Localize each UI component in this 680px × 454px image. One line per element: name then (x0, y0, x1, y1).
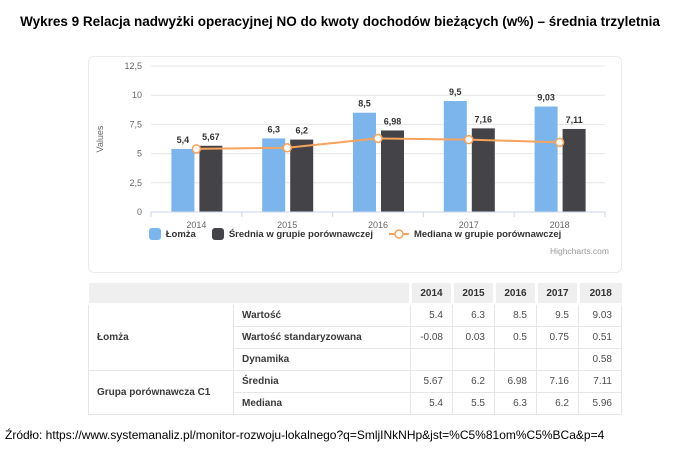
y-axis-title: Values (95, 125, 105, 152)
median-marker-2017[interactable] (464, 134, 474, 145)
y-tick-label: 0 (137, 207, 142, 217)
chart-panel: 5,4 6,3 8,5 9,5 9,03 5,67 6,2 6,98 7,16 7,11 0 2,5 5… (88, 56, 622, 273)
value-cell: 5.67 (410, 369, 453, 393)
row-label-cell: Średnia (233, 369, 411, 393)
chart-legend: Łomża Średnia w grupie porównawczej Medi… (89, 228, 621, 240)
value-cell: 7.11 (578, 369, 622, 393)
header-year: 2016 (493, 283, 537, 305)
table-row: Dynamika 0.58 (89, 347, 622, 371)
header-year: 2017 (535, 283, 579, 305)
data-label: 7,16 (475, 114, 493, 124)
bar-srednia-2017[interactable] (471, 128, 495, 212)
header-year: 2014 (409, 283, 453, 305)
table-header-row: 2014 2015 2016 2017 2018 (88, 283, 622, 305)
legend-item-srednia[interactable]: Średnia w grupie porównawczej (211, 228, 373, 240)
data-label: 6,3 (267, 124, 280, 134)
median-marker-2014[interactable] (191, 144, 202, 154)
value-cell: 8.5 (494, 303, 537, 327)
value-cell: 5.96 (578, 391, 622, 415)
combo-chart: 5,4 6,3 8,5 9,5 9,03 5,67 6,2 6,98 7,16 7,11 0 2,5 5… (95, 61, 606, 230)
data-label: 9,5 (449, 87, 462, 97)
y-tick-label: 12,5 (124, 61, 142, 71)
median-marker-2016[interactable] (373, 133, 383, 144)
y-tick-label: 7,5 (129, 119, 142, 129)
row-label-cell: Wartość standaryzowana (233, 325, 411, 349)
value-cell (536, 347, 579, 371)
legend-item-lomza[interactable]: Łomża (148, 228, 196, 240)
value-cell: 5.4 (410, 303, 453, 327)
row-label-cell: Dynamika (233, 347, 411, 371)
chart-title: Wykres 9 Relacja nadwyżki operacyjnej NO… (20, 14, 660, 29)
source-line: Źródło: https://www.systemanaliz.pl/moni… (5, 428, 605, 442)
data-label: 6,98 (384, 116, 402, 126)
table-row: Wartość standaryzowana -0.08 0.03 0.5 0.… (89, 325, 622, 349)
value-cell (410, 347, 453, 371)
value-cell: 0.75 (536, 325, 579, 349)
bar-lomza-2017[interactable] (443, 101, 467, 212)
bar-srednia-2014[interactable] (199, 145, 223, 212)
x-category-label: 2018 (550, 220, 570, 230)
value-cell: 6.2 (536, 391, 579, 415)
group-name-cell: Łomża (88, 303, 234, 371)
value-cell: 0.58 (578, 347, 622, 371)
table-row: Grupa porównawcza C1 Średnia 5.67 6.2 6.… (88, 369, 622, 415)
value-cell: 6.98 (494, 369, 537, 393)
legend-label: Mediana w grupie porównawczej (413, 228, 562, 240)
header-year: 2018 (577, 283, 622, 305)
value-cell: 0.51 (578, 325, 622, 349)
table-row: Mediana 5.4 5.5 6.3 6.2 5.96 (89, 391, 622, 415)
value-cell: 9.03 (578, 303, 622, 327)
value-cell: 0.03 (452, 325, 495, 349)
table-row: Łomża Wartość 5.4 6.3 8.5 9.5 9.03 (88, 303, 622, 371)
data-label: 5,67 (202, 132, 220, 142)
bar-lomza-2016[interactable] (353, 112, 376, 212)
row-label-cell: Wartość (233, 303, 411, 327)
legend-label: Łomża (165, 228, 196, 240)
bar-lomza-2015[interactable] (262, 138, 286, 212)
data-label: 7,11 (566, 115, 583, 125)
header-spacer-cell (88, 283, 411, 305)
legend-label: Średnia w grupie porównawczej (228, 228, 373, 240)
bar-lomza-2018[interactable] (534, 106, 558, 212)
x-category-label: 2014 (186, 220, 206, 230)
row-label-cell: Mediana (233, 391, 411, 415)
value-cell: 6.3 (452, 303, 495, 327)
data-label: 9,03 (537, 93, 555, 103)
header-year: 2015 (451, 283, 495, 305)
x-category-label: 2016 (368, 220, 388, 230)
bar-srednia-2015[interactable] (290, 139, 314, 212)
x-category-label: 2015 (277, 220, 297, 230)
highcharts-credits-link[interactable]: Highcharts.com (549, 246, 609, 256)
median-marker-2018[interactable] (554, 137, 565, 148)
bar-swatch-icon (148, 228, 161, 240)
value-cell: 5.5 (452, 391, 495, 415)
x-category-label: 2017 (459, 220, 479, 230)
median-marker-2015[interactable] (282, 143, 292, 153)
data-label: 5,4 (177, 135, 190, 145)
value-cell: 6.3 (494, 391, 537, 415)
y-tick-label: 10 (132, 90, 142, 100)
bar-swatch-icon (211, 228, 224, 240)
value-cell: -0.08 (410, 325, 453, 349)
bar-lomza-2014[interactable] (171, 148, 195, 212)
bar-srednia-2018[interactable] (562, 128, 586, 212)
value-cell: 0.5 (494, 325, 537, 349)
data-label: 6,2 (295, 126, 308, 136)
y-tick-label: 5 (137, 149, 142, 159)
value-cell (452, 347, 495, 371)
value-cell: 7.16 (536, 369, 579, 393)
data-table: 2014 2015 2016 2017 2018 Łomża Wartość 5… (88, 283, 622, 415)
value-cell: 5.4 (410, 391, 453, 415)
line-marker-icon (388, 229, 409, 239)
value-cell: 9.5 (536, 303, 579, 327)
y-tick-label: 2,5 (129, 178, 142, 188)
legend-item-mediana[interactable]: Mediana w grupie porównawczej (388, 228, 562, 240)
data-label: 8,5 (358, 99, 371, 109)
bar-srednia-2016[interactable] (381, 130, 404, 212)
value-cell (494, 347, 537, 371)
group-name-cell: Grupa porównawcza C1 (88, 369, 234, 415)
value-cell: 6.2 (452, 369, 495, 393)
